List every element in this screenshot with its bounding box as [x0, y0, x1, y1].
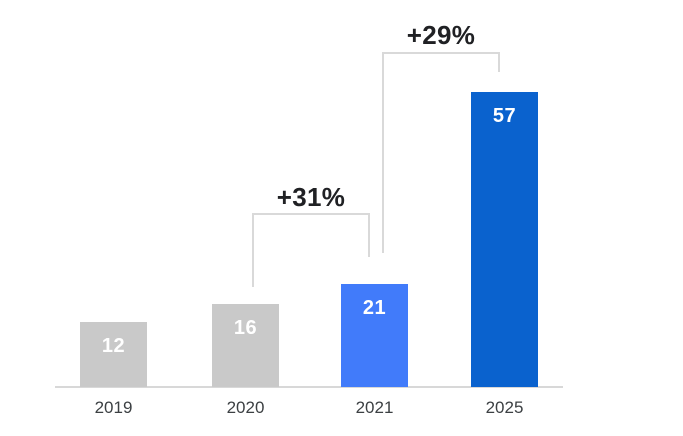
- bracket-2021-2025-top-line: [382, 52, 500, 54]
- growth-annotation-2020-2021: +31%: [276, 182, 346, 212]
- bar-2019: 12: [80, 322, 147, 387]
- bracket-2020-2021-top-line: [252, 213, 370, 215]
- bar-value-2019: 12: [101, 335, 126, 357]
- growth-annotation-2021-2025: +29%: [406, 20, 476, 50]
- x-axis-label-2020: 2020: [226, 398, 265, 417]
- x-axis-label-2019: 2019: [94, 398, 133, 417]
- x-axis-label-2021: 2021: [355, 398, 394, 417]
- bar-value-2025: 57: [492, 105, 517, 127]
- x-axis-line: [55, 386, 563, 388]
- x-axis-label-2025: 2025: [485, 398, 524, 417]
- bracket-2021-2025-left-line: [382, 52, 384, 253]
- bar-2021: 21: [341, 284, 408, 387]
- bar-value-2020: 16: [233, 317, 258, 339]
- bar-value-2021: 21: [362, 297, 387, 319]
- bar-2020: 16: [212, 304, 279, 387]
- bracket-2020-2021-right-line: [368, 213, 370, 257]
- bar-2025: 57: [471, 92, 538, 387]
- bracket-2020-2021-left-line: [252, 213, 254, 287]
- bracket-2021-2025-right-line: [498, 52, 500, 72]
